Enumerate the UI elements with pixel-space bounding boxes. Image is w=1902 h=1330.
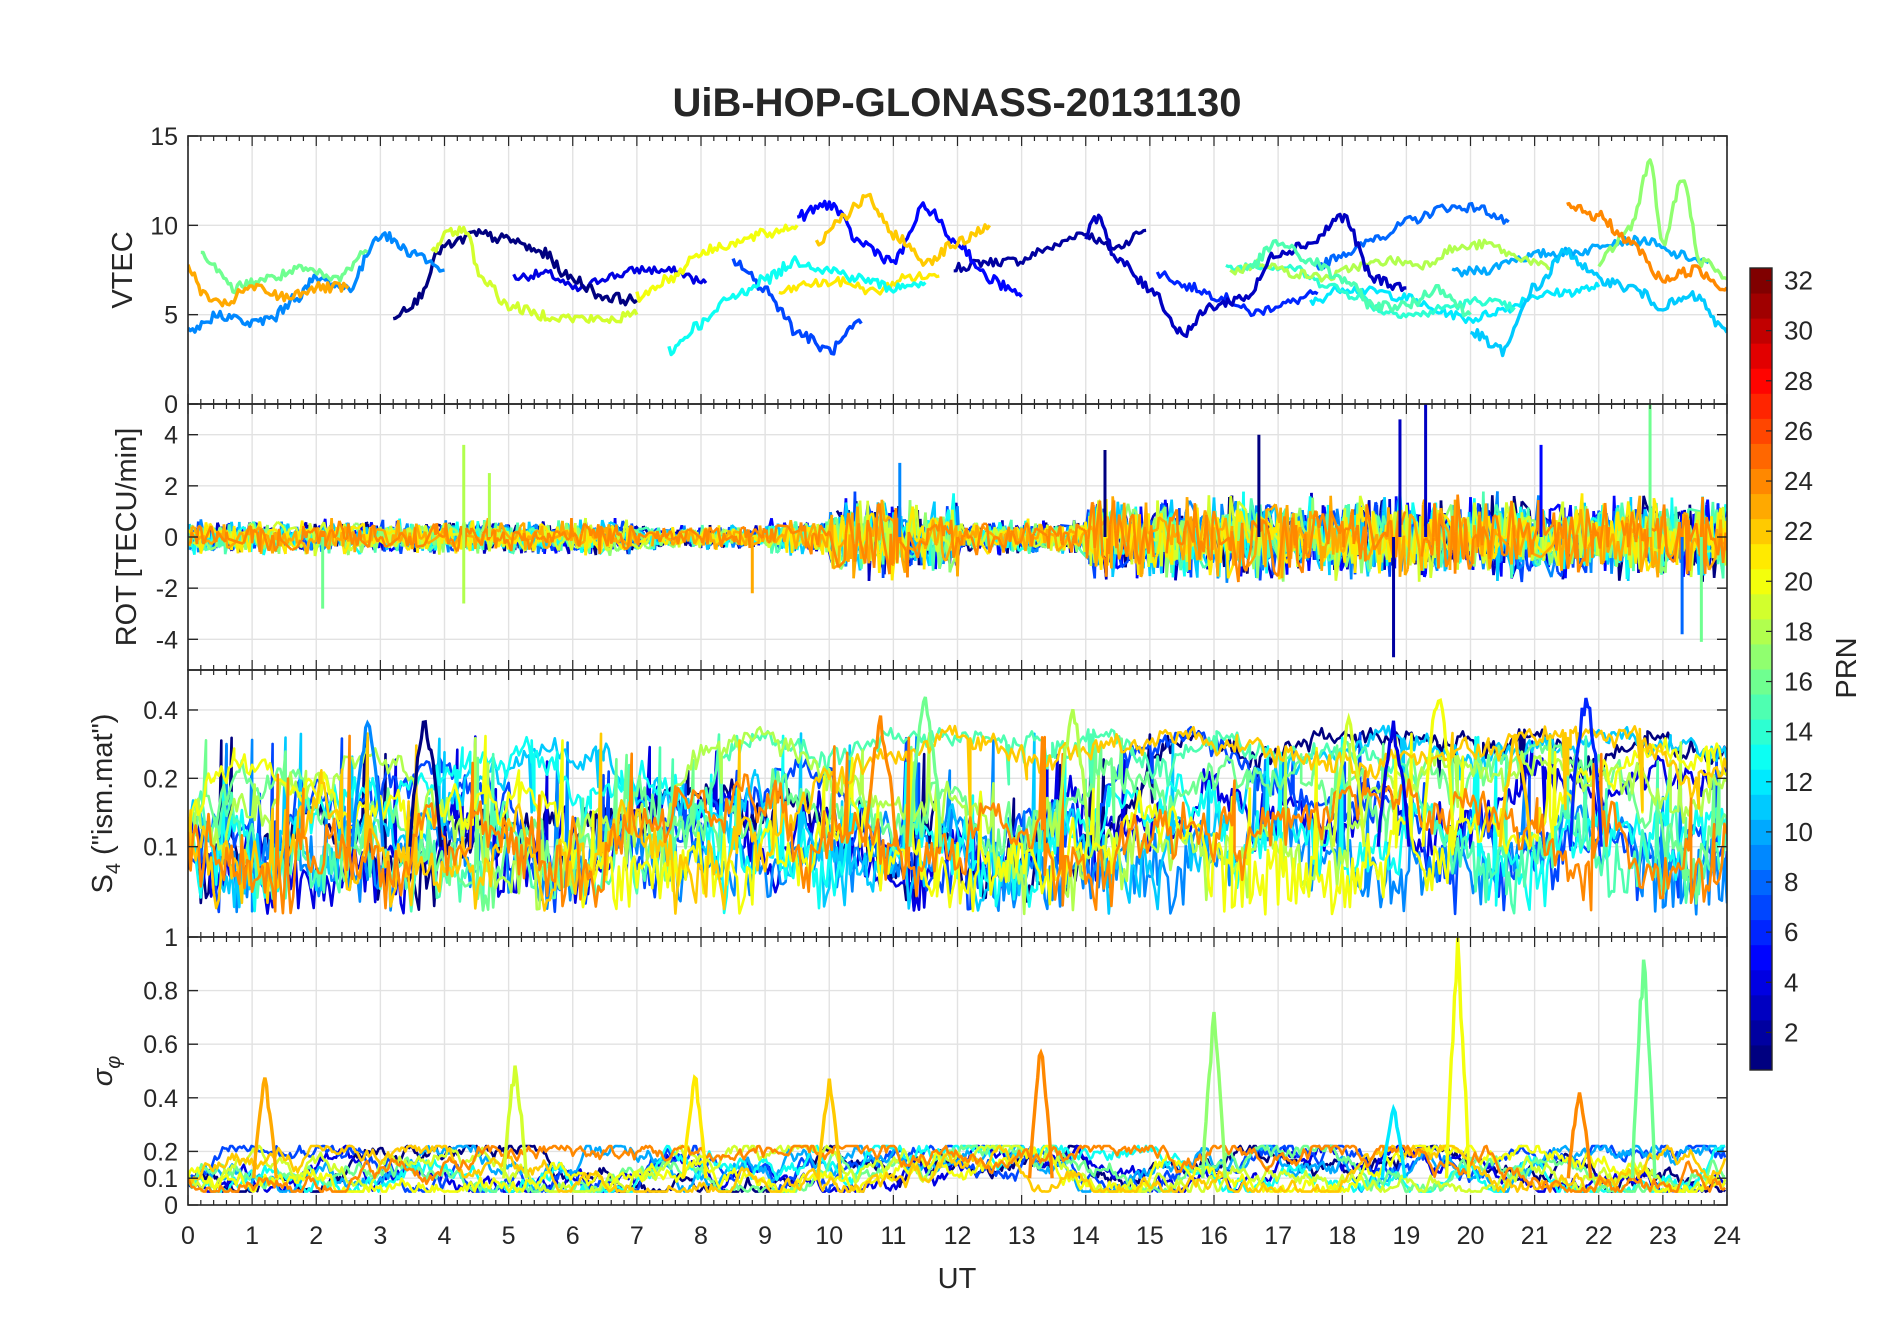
vtec-panel: 0 5 10 15 VTEC (107, 123, 1728, 419)
vtec-series-line (200, 249, 369, 295)
rot-trace (1411, 502, 1418, 526)
vtec-series-line (667, 255, 927, 357)
rot-trace (1179, 562, 1184, 571)
vtec-series-line (1084, 212, 1407, 338)
rot-trace (601, 519, 607, 529)
rot-trace (730, 524, 736, 529)
vtec-series-line (1244, 238, 1472, 318)
rot-trace (1335, 508, 1340, 519)
rot-trace (467, 521, 472, 527)
vtec-series-line (796, 199, 1023, 298)
vtec-series-line (953, 228, 1147, 273)
rot-trace (1315, 549, 1320, 562)
y-tick-label: 0 (164, 391, 178, 419)
vtec-series-line (778, 271, 940, 296)
rot-trace (1549, 507, 1555, 512)
rot-trace (1469, 497, 1474, 524)
vtec-series-line (1470, 247, 1727, 358)
rot-trace (794, 521, 799, 531)
rot-trace (1161, 553, 1166, 573)
rot-trace (395, 543, 400, 552)
rot-trace (1379, 500, 1384, 511)
vtec-series-line (188, 264, 350, 308)
rot-trace (504, 524, 508, 528)
rot-trace (1271, 545, 1276, 549)
rot-trace (1111, 553, 1117, 578)
vtec-series-line (1451, 234, 1710, 278)
rot-trace (1469, 523, 1474, 533)
rot-series-group (188, 404, 1727, 658)
vtec-y-label: VTEC (107, 231, 139, 308)
rot-trace (1642, 495, 1648, 506)
rot-trace (1423, 573, 1427, 578)
rot-trace (1139, 506, 1144, 527)
rot-trace (227, 524, 232, 533)
y-tick-label: 10 (150, 212, 178, 240)
rot-trace (1249, 498, 1257, 522)
vtec-series-group (188, 158, 1727, 358)
rot-trace (556, 539, 560, 545)
vtec-series-line (1566, 201, 1727, 292)
rot-trace (968, 548, 973, 553)
rot-trace (1617, 562, 1624, 581)
rot-trace (1374, 501, 1379, 506)
vtec-series-line (512, 265, 708, 293)
rot-trace (1174, 563, 1178, 567)
rot-trace (1383, 497, 1388, 523)
vtec-series-line (731, 258, 863, 356)
rot-trace (775, 549, 781, 554)
chart-title: UiB-HOP-GLONASS-20131130 (672, 81, 1241, 125)
rot-trace (1030, 548, 1036, 553)
rot-trace (511, 551, 515, 555)
rot-trace (1492, 565, 1497, 576)
rot-trace (1190, 550, 1195, 560)
rot-trace (630, 545, 635, 551)
rot-trace (1706, 499, 1711, 521)
rot-trace (1116, 501, 1121, 515)
rot-trace (551, 547, 555, 552)
rot-trace (365, 521, 369, 525)
rot-trace (777, 542, 782, 551)
vtec-series-line (635, 223, 799, 303)
vtec-series-line (1314, 201, 1510, 271)
rot-trace (706, 543, 712, 551)
rot-trace (1382, 515, 1388, 526)
rot-trace (674, 531, 678, 535)
vtec-series-line (188, 231, 445, 334)
rot-trace (483, 543, 489, 554)
rot-trace (562, 542, 567, 547)
rot-trace (1188, 500, 1195, 510)
rot-trace (1301, 509, 1306, 521)
rot-trace (249, 543, 254, 553)
rot-trace (1550, 564, 1556, 578)
rot-trace (580, 548, 585, 554)
vtec-series-line (1155, 270, 1319, 318)
rot-trace (1598, 511, 1603, 515)
rot-trace (241, 525, 245, 530)
rot-trace (1517, 563, 1524, 570)
rot-trace (1512, 495, 1518, 516)
vtec-series-line (430, 225, 639, 324)
vtec-series-line (814, 192, 992, 267)
y-tick-label: 5 (164, 302, 178, 330)
rot-trace (1545, 519, 1552, 526)
rot-trace (1185, 562, 1190, 572)
rot-trace (529, 527, 536, 532)
rot-trace (641, 526, 648, 531)
rot-trace (1120, 559, 1130, 569)
rot-trace (1310, 545, 1314, 549)
rot-trace (1266, 503, 1271, 508)
vtec-series-line (1229, 238, 1551, 283)
y-tick-label: 15 (150, 123, 178, 151)
rot-trace (386, 526, 391, 530)
